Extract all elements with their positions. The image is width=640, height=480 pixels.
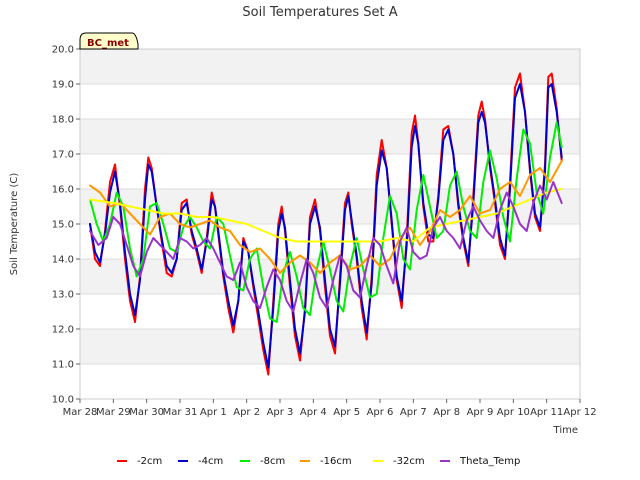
series-lines <box>89 72 563 376</box>
x-tick-label: Apr 3 <box>267 407 294 418</box>
legend: -2cm -4cm -8cm -16cm -32cm Theta_Temp <box>117 456 520 467</box>
badge-shape <box>79 32 139 50</box>
x-tick-label: Mar 31 <box>163 407 198 418</box>
x-tick-label: Apr 1 <box>200 407 227 418</box>
x-tick-label: Apr 2 <box>233 407 260 418</box>
y-tick-label: 18.0 <box>52 115 74 126</box>
x-tick-label: Apr 10 <box>497 407 530 418</box>
y-tick-label: 19.0 <box>52 80 74 91</box>
series-line-32cm <box>89 188 563 243</box>
x-tick-label: Apr 9 <box>467 407 494 418</box>
x-tick-label: Apr 11 <box>530 407 563 418</box>
x-tick-label: Apr 7 <box>400 407 427 418</box>
y-tick-label: 17.0 <box>52 150 74 161</box>
y-tick-label: 16.0 <box>52 185 74 196</box>
chart-title: Soil Temperatures Set A <box>242 5 397 20</box>
x-tick-label: Apr 12 <box>563 407 596 418</box>
legend-label-theta-temp: Theta_Temp <box>459 456 520 467</box>
y-tick-label: 12.0 <box>52 325 74 336</box>
y-axis-label: Soil Temperature (C) <box>9 173 20 276</box>
x-tick-label: Mar 29 <box>96 407 131 418</box>
x-tick-label: Apr 4 <box>300 407 327 418</box>
x-tick-label: Mar 30 <box>129 407 164 418</box>
background-band <box>80 259 580 294</box>
series-line-theta-temp <box>89 181 563 313</box>
background-bands <box>80 49 580 364</box>
y-tick-label: 10.0 <box>52 395 74 406</box>
legend-label-4cm: -4cm <box>198 456 223 467</box>
y-tick-label: 20.0 <box>52 45 74 56</box>
x-axis-label: Time <box>553 425 578 436</box>
x-tick-label: Apr 6 <box>367 407 394 418</box>
legend-label-8cm: -8cm <box>260 456 285 467</box>
x-tick-label: Apr 8 <box>433 407 460 418</box>
x-tick-label: Apr 5 <box>333 407 360 418</box>
legend-label-2cm: -2cm <box>137 456 162 467</box>
y-tick-label: 11.0 <box>52 360 74 371</box>
badge-label: BC_met <box>87 38 129 49</box>
legend-label-32cm: -32cm <box>393 456 425 467</box>
y-axis-ticks: 10.0 11.0 12.0 13.0 14.0 15.0 16.0 17.0 18.0 19.0… <box>52 45 80 406</box>
station-badge: BC_met <box>79 32 139 50</box>
x-tick-label: Mar 28 <box>63 407 98 418</box>
y-tick-label: 14.0 <box>52 255 74 266</box>
legend-label-16cm: -16cm <box>320 456 352 467</box>
y-tick-label: 13.0 <box>52 290 74 301</box>
y-tick-label: 15.0 <box>52 220 74 231</box>
background-band <box>80 49 580 84</box>
series-line-8cm <box>89 121 563 323</box>
background-band <box>80 119 580 154</box>
